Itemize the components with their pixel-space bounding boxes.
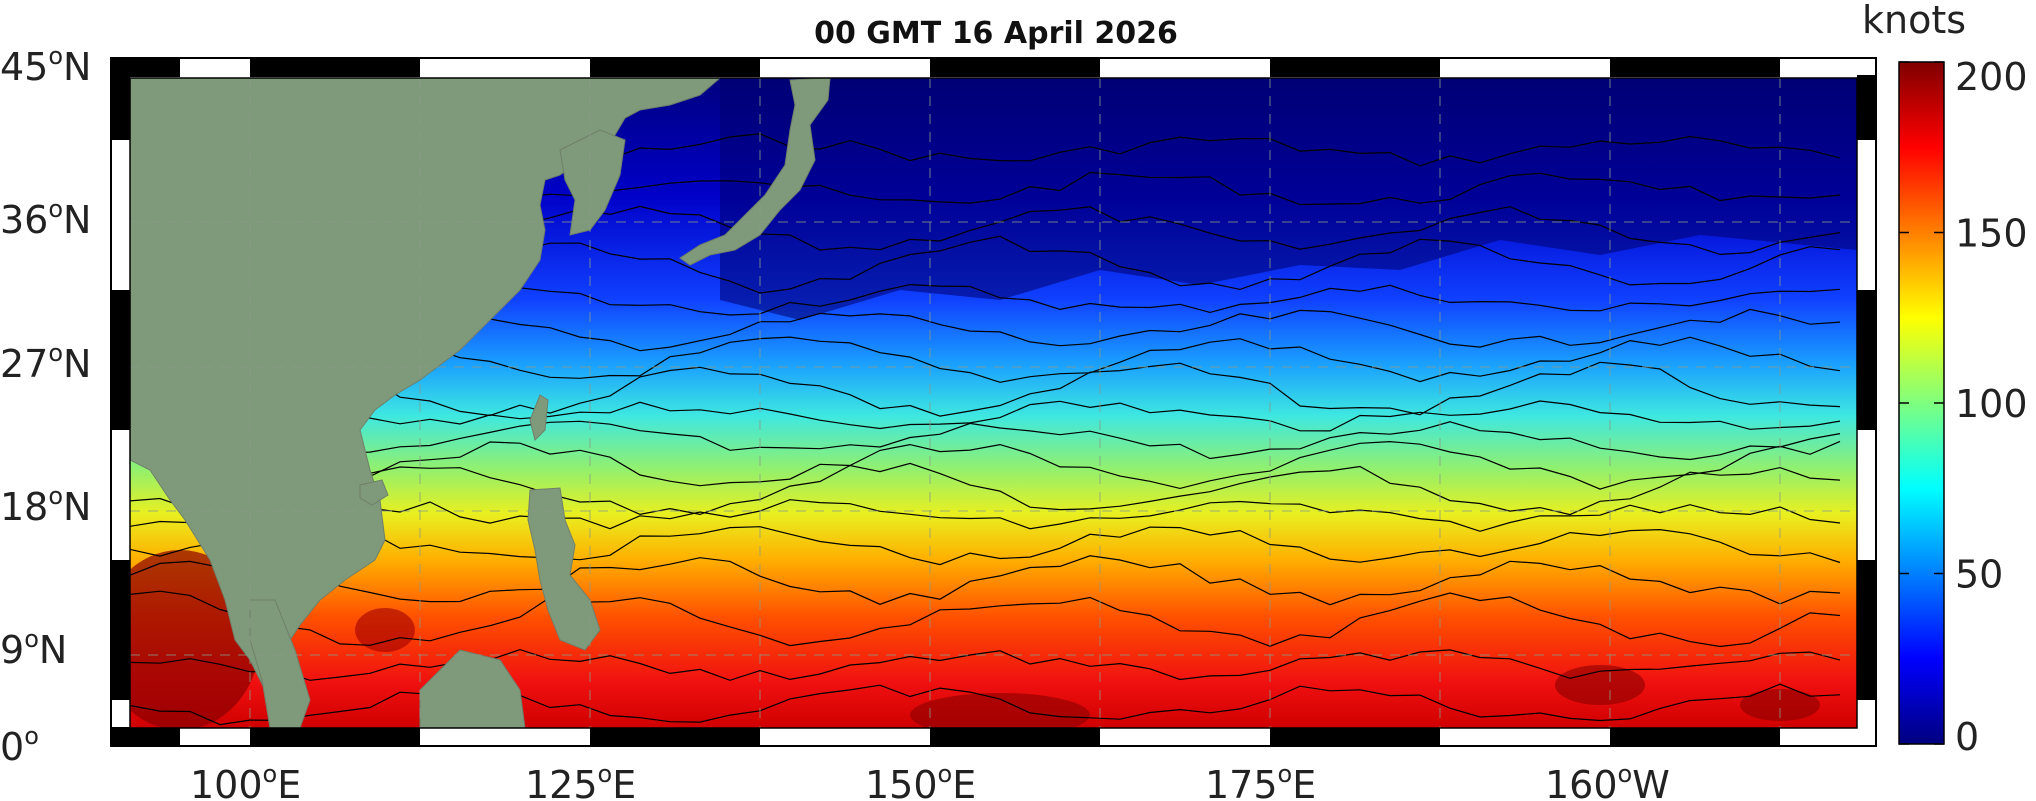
longitude-label: 175oE [1205, 760, 1316, 801]
frame-tick-bottom [930, 727, 1100, 746]
frame-tick-bottom [111, 727, 180, 746]
land-korea [559, 129, 626, 236]
latitude-label: 18oN [0, 482, 91, 529]
contour-line [130, 555, 1841, 606]
frame-tick-top [590, 58, 760, 77]
map-area [130, 78, 1857, 728]
longitude-label: 100oE [190, 760, 301, 801]
latitude-label: 27oN [0, 339, 91, 386]
frame-tick-top [111, 58, 180, 77]
land-hainan [359, 479, 389, 506]
colorbar-ticks: 200 150 100 50 0 [1899, 55, 2028, 759]
low-speed-zone [720, 78, 1857, 320]
land-taiwan [529, 394, 549, 441]
high-speed-zone [1555, 665, 1645, 705]
contour-line [130, 499, 1841, 532]
contour-line [130, 526, 1841, 566]
frame-tick-left [111, 75, 130, 140]
frame-tick-top [250, 58, 420, 77]
frame-ticks [111, 58, 1876, 746]
frame-tick-left [111, 290, 130, 430]
longitude-label: 160oW [1545, 760, 1670, 801]
contour-line [130, 648, 1841, 681]
frame-tick-top [1270, 58, 1440, 77]
latitude-label: 0o [0, 722, 39, 769]
colorbar-unit-label: knots [1862, 0, 1967, 42]
colorbar-tick-label: 100 [1955, 382, 2028, 426]
frame-tick-right [1857, 75, 1876, 140]
colorbar-tick-label: 200 [1955, 55, 2028, 99]
frame-tick-left [111, 560, 130, 700]
frame-tick-right [1857, 560, 1876, 700]
land-malay-peninsula [249, 599, 311, 728]
graticule [130, 78, 1857, 728]
latitude-label: 45oN [0, 42, 91, 89]
map-border [129, 77, 1858, 729]
longitude-label: 125oE [525, 760, 636, 801]
map-title: 00 GMT 16 April 2026 [814, 16, 1178, 51]
high-speed-zone [910, 693, 1090, 728]
land-philippines [527, 487, 601, 651]
contour-line [130, 397, 1841, 432]
latitude-labels: 45oN 36oN 27oN 18oN 9oN 0o [0, 42, 91, 769]
longitude-label: 150oE [865, 760, 976, 801]
contour-line [130, 590, 1841, 648]
colorbar-tick-label: 0 [1955, 715, 1979, 759]
frame-tick-top [930, 58, 1100, 77]
frame-tick-right [1857, 290, 1876, 430]
land-japan [679, 78, 831, 266]
frame-tick-bottom [1610, 727, 1780, 746]
contour-line [130, 361, 1841, 417]
frame-tick-top [1610, 58, 1780, 77]
high-speed-zone [355, 608, 415, 652]
longitude-labels: 100oE 125oE 150oE 175oE 160oW [190, 760, 1670, 801]
contour-line [130, 683, 1841, 726]
latitude-label: 36oN [0, 195, 91, 242]
frame-tick-bottom [590, 727, 760, 746]
frame-tick-bottom [1270, 727, 1440, 746]
land-borneo [419, 649, 526, 728]
colorbar-tick-label: 50 [1955, 553, 2003, 597]
high-speed-zone [1740, 689, 1820, 721]
contour-line [130, 440, 1841, 491]
latitude-label: 9oN [0, 625, 67, 672]
frame-tick-bottom [250, 727, 420, 746]
contour-line [130, 420, 1841, 461]
colorbar-tick-label: 150 [1955, 212, 2028, 256]
